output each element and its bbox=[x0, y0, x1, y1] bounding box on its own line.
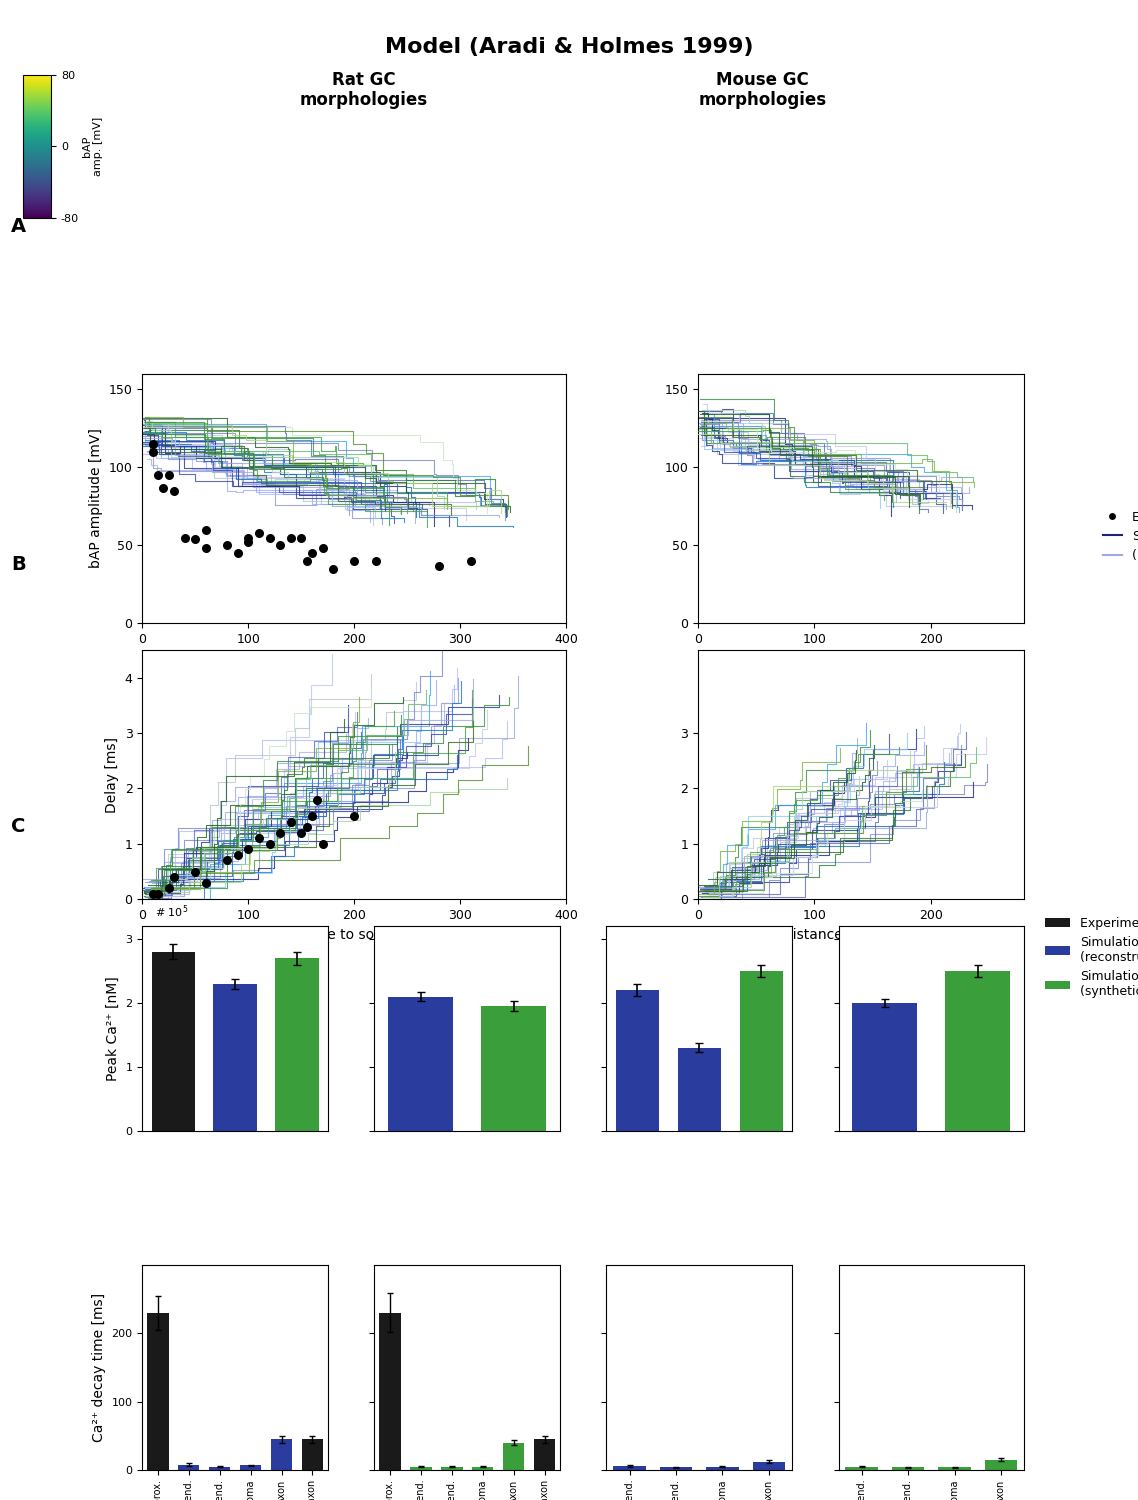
Point bbox=[149, 464, 167, 488]
Bar bbox=[677, 1048, 721, 1131]
Legend: Experimental data, Simulation
(reconstructed GCs), Simulation
(synthetic GCs): Experimental data, Simulation (reconstru… bbox=[1040, 912, 1138, 1004]
X-axis label: Distance to soma [μm]: Distance to soma [μm] bbox=[782, 651, 940, 666]
Point bbox=[197, 870, 215, 894]
Bar bbox=[178, 1464, 199, 1470]
Point bbox=[271, 534, 289, 558]
Point bbox=[281, 810, 299, 834]
Point bbox=[462, 549, 480, 573]
Legend: Experimental data, Simulation, (reconstructed GCs): Experimental data, Simulation, (reconstr… bbox=[1098, 506, 1138, 567]
Bar bbox=[852, 1004, 917, 1131]
Bar bbox=[472, 1467, 494, 1470]
Bar bbox=[388, 996, 453, 1131]
Bar bbox=[939, 1467, 971, 1470]
Text: C: C bbox=[11, 818, 26, 837]
Bar bbox=[660, 1467, 692, 1470]
Point bbox=[165, 478, 183, 502]
Point bbox=[239, 837, 257, 861]
Bar bbox=[481, 1007, 546, 1131]
Point bbox=[271, 821, 289, 844]
Point bbox=[187, 526, 205, 550]
Text: Mouse GC
morphologies: Mouse GC morphologies bbox=[699, 70, 826, 110]
Bar bbox=[534, 1438, 555, 1470]
Bar bbox=[752, 1462, 785, 1470]
Point bbox=[239, 525, 257, 549]
Point bbox=[345, 804, 363, 828]
Point bbox=[292, 821, 311, 844]
Point bbox=[430, 554, 448, 578]
Point bbox=[155, 476, 173, 500]
Point bbox=[175, 525, 193, 549]
Y-axis label: bAP amplitude [mV]: bAP amplitude [mV] bbox=[89, 429, 104, 568]
Point bbox=[143, 882, 162, 906]
Bar bbox=[740, 970, 783, 1131]
Point bbox=[229, 843, 247, 867]
Bar bbox=[147, 1312, 168, 1470]
X-axis label: Distance to soma [μm]: Distance to soma [μm] bbox=[782, 927, 940, 942]
Point bbox=[250, 827, 269, 850]
Point bbox=[197, 537, 215, 561]
Point bbox=[308, 788, 327, 812]
Y-axis label: bAP
amp. [mV]: bAP amp. [mV] bbox=[82, 117, 104, 176]
Point bbox=[229, 542, 247, 566]
Point bbox=[261, 833, 279, 856]
Text: Rat GC
morphologies: Rat GC morphologies bbox=[300, 70, 428, 110]
Point bbox=[143, 440, 162, 464]
Point bbox=[218, 534, 237, 558]
Point bbox=[297, 549, 315, 573]
Point bbox=[303, 804, 321, 828]
Bar bbox=[151, 951, 195, 1131]
Bar bbox=[379, 1312, 401, 1470]
Bar bbox=[440, 1467, 462, 1470]
Y-axis label: Delay [ms]: Delay [ms] bbox=[105, 736, 119, 813]
Point bbox=[366, 549, 385, 573]
Bar bbox=[275, 958, 319, 1131]
Point bbox=[303, 542, 321, 566]
Text: # 10$^5$: # 10$^5$ bbox=[155, 903, 188, 920]
Point bbox=[313, 833, 331, 856]
Bar bbox=[240, 1466, 262, 1470]
Point bbox=[324, 556, 343, 580]
Bar bbox=[616, 990, 659, 1131]
Bar bbox=[503, 1443, 525, 1470]
X-axis label: Distance to soma [μm]: Distance to soma [μm] bbox=[275, 927, 434, 942]
Text: Model (Aradi & Holmes 1999): Model (Aradi & Holmes 1999) bbox=[385, 38, 753, 57]
Point bbox=[165, 865, 183, 889]
Bar bbox=[946, 970, 1011, 1131]
Point bbox=[250, 520, 269, 544]
Point bbox=[149, 882, 167, 906]
Text: A: A bbox=[11, 217, 26, 237]
X-axis label: Distance to soma [μm]: Distance to soma [μm] bbox=[275, 651, 434, 666]
Point bbox=[345, 549, 363, 573]
Bar bbox=[846, 1467, 879, 1470]
Point bbox=[197, 518, 215, 542]
Point bbox=[218, 849, 237, 873]
Bar bbox=[892, 1467, 924, 1470]
Text: B: B bbox=[11, 555, 26, 574]
Bar bbox=[302, 1438, 323, 1470]
Bar bbox=[613, 1466, 646, 1470]
Bar bbox=[214, 984, 257, 1131]
Point bbox=[239, 530, 257, 554]
Point bbox=[159, 876, 178, 900]
Point bbox=[261, 525, 279, 549]
Bar bbox=[271, 1438, 292, 1470]
Point bbox=[313, 537, 331, 561]
Y-axis label: Peak Ca²⁺ [nM]: Peak Ca²⁺ [nM] bbox=[106, 976, 119, 1082]
Point bbox=[143, 432, 162, 456]
Point bbox=[292, 525, 311, 549]
Y-axis label: Ca²⁺ decay time [ms]: Ca²⁺ decay time [ms] bbox=[92, 1293, 106, 1442]
Bar bbox=[410, 1467, 431, 1470]
Point bbox=[159, 464, 178, 488]
Point bbox=[297, 816, 315, 840]
Point bbox=[281, 525, 299, 549]
Bar bbox=[208, 1467, 230, 1470]
Point bbox=[187, 859, 205, 883]
Bar bbox=[984, 1460, 1017, 1470]
Bar bbox=[707, 1467, 739, 1470]
